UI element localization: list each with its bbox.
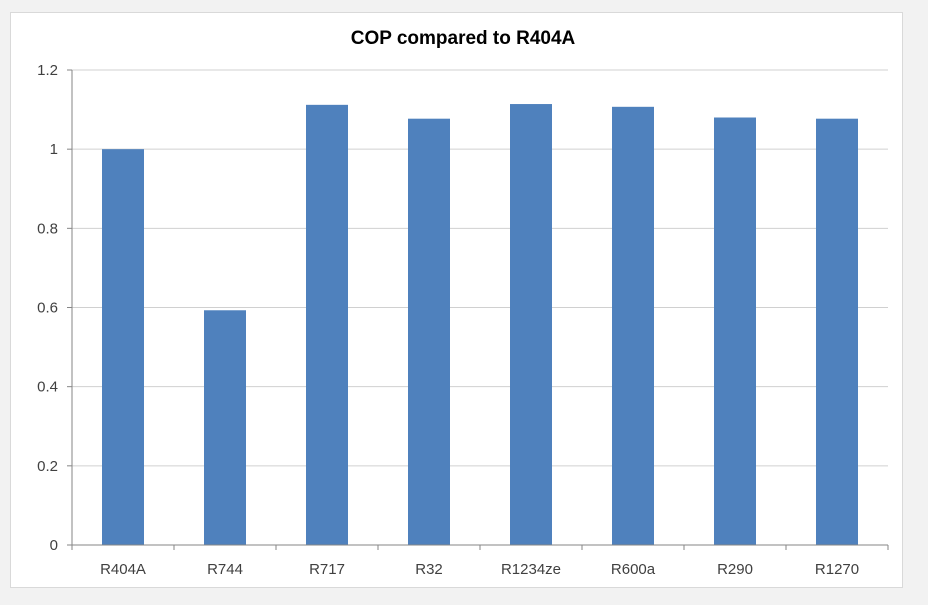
bar-r1234ze <box>510 104 552 546</box>
x-tick-label: R744 <box>207 561 243 578</box>
bar-r290 <box>714 117 756 545</box>
x-tick-label: R1234ze <box>501 561 561 578</box>
bars <box>102 104 858 546</box>
bar-r404a <box>102 149 144 545</box>
x-tick-label: R290 <box>717 561 753 578</box>
x-tick-label: R717 <box>309 561 345 578</box>
gridlines <box>72 69 888 467</box>
x-tick-label: R404A <box>100 561 146 578</box>
y-tick-label: 1 <box>50 141 58 158</box>
x-tick-label: R32 <box>415 561 443 578</box>
bar-r744 <box>204 310 246 545</box>
chart-title: COP compared to R404A <box>351 28 576 49</box>
y-tick-label: 0.8 <box>37 220 58 237</box>
bar-r32 <box>408 118 450 545</box>
y-tick-label: 1.2 <box>37 62 58 79</box>
y-tick-label: 0.2 <box>37 458 58 475</box>
bar-r600a <box>612 106 654 545</box>
y-axis-tick-labels: 0 0.2 0.4 0.6 0.8 1 1.2 <box>37 62 72 554</box>
x-tick-label: R1270 <box>815 561 859 578</box>
x-tick-label: R600a <box>611 561 656 578</box>
x-axis-tick-labels: R404A R744 R717 R32 R1234ze R600a R290 R1270 <box>100 561 859 578</box>
y-tick-label: 0.6 <box>37 300 58 317</box>
y-tick-label: 0 <box>50 537 58 554</box>
bar-r717 <box>306 104 348 545</box>
x-axis <box>71 70 889 550</box>
bar-r1270 <box>816 118 858 545</box>
y-tick-label: 0.4 <box>37 379 58 396</box>
